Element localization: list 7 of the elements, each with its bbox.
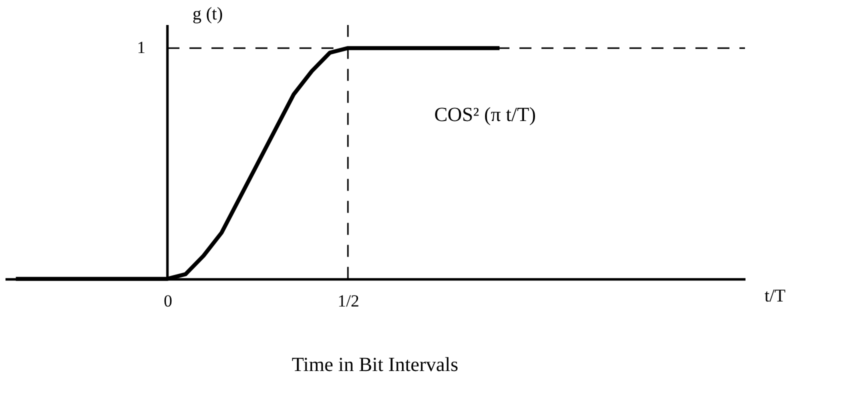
text: Time in Bit Intervals <box>292 354 458 376</box>
x-tick-label: 1/2 <box>338 291 360 310</box>
annotation: 1 <box>136 38 146 58</box>
annotation: COS² (π t/T) <box>434 104 536 126</box>
x-tick-label: 0 <box>164 291 172 310</box>
x-axis-title: t/T <box>764 285 786 306</box>
y-axis-title: g (t) <box>192 4 223 24</box>
